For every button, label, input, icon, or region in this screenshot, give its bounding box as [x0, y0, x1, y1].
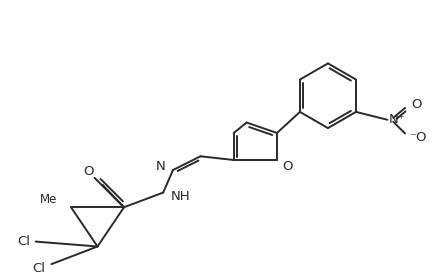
Text: Cl: Cl [17, 235, 30, 248]
Text: N: N [155, 160, 165, 173]
Text: ⁻O: ⁻O [409, 131, 426, 144]
Text: Me: Me [40, 193, 58, 206]
Text: Cl: Cl [33, 261, 45, 275]
Text: O: O [411, 98, 421, 111]
Text: O: O [282, 160, 293, 173]
Text: O: O [83, 165, 94, 178]
Text: NH: NH [171, 190, 190, 203]
Text: N⁺: N⁺ [389, 113, 405, 126]
